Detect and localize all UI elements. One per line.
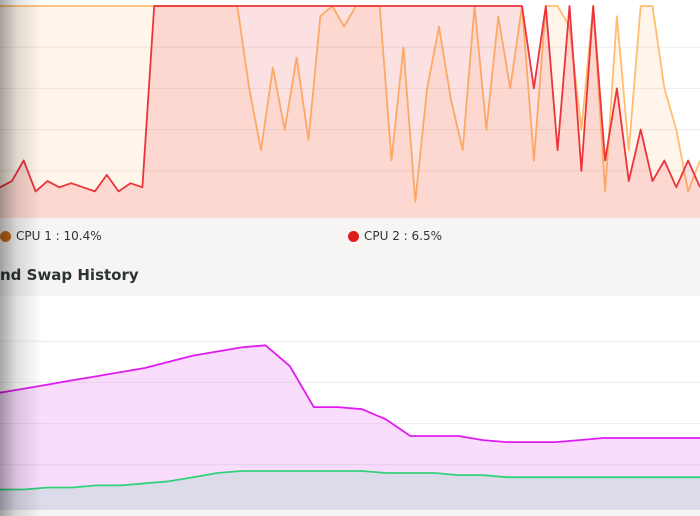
cpu-chart-svg xyxy=(0,5,700,218)
cpu-history-chart xyxy=(0,0,700,218)
legend-cpu2-label: CPU 2 : 6.5% xyxy=(364,229,443,243)
cpu-legend: CPU 1 : 10.4% CPU 2 : 6.5% xyxy=(0,229,700,249)
cpu-series-1-area xyxy=(0,6,700,218)
legend-cpu1[interactable]: CPU 1 : 10.4% xyxy=(0,229,102,243)
memory-series-0-line xyxy=(0,344,700,443)
memory-section-title: nd Swap History xyxy=(0,266,139,284)
legend-cpu2[interactable]: CPU 2 : 6.5% xyxy=(348,229,442,243)
cpu-series-0-area xyxy=(0,6,700,218)
memory-series-0-area xyxy=(0,345,700,510)
legend-cpu1-label: CPU 1 : 10.4% xyxy=(16,229,102,243)
cpu-series-1-line xyxy=(0,5,700,193)
cpu-series-0-line xyxy=(0,5,700,203)
memory-series-1-line xyxy=(0,470,700,491)
memory-chart-svg xyxy=(0,340,700,510)
cpu1-color-dot[interactable] xyxy=(0,230,11,242)
memory-history-chart xyxy=(0,296,700,510)
cpu2-color-dot[interactable] xyxy=(348,230,359,242)
